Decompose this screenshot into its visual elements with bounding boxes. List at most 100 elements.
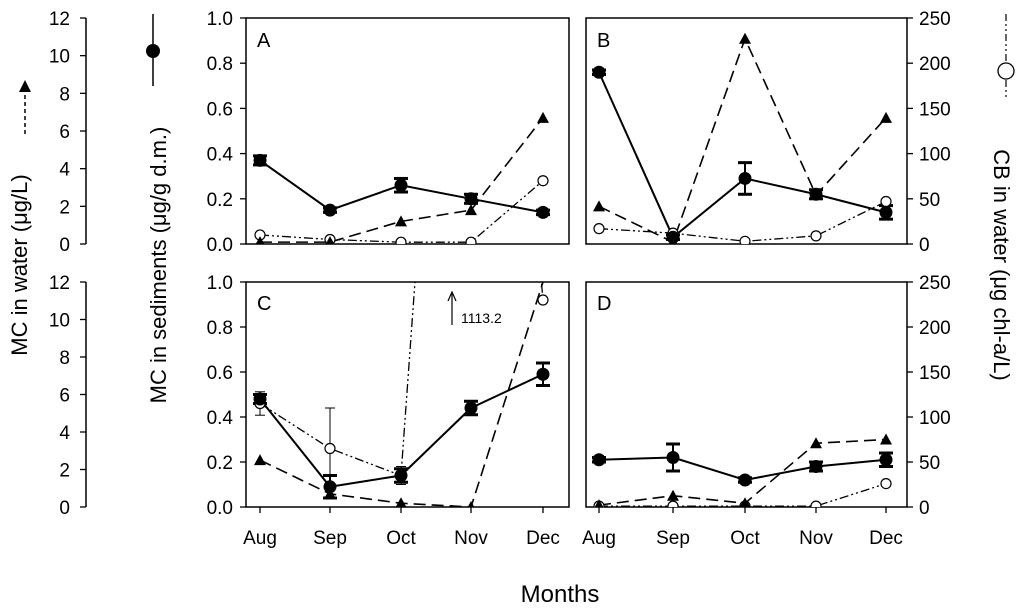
- sediments-point: [536, 367, 550, 381]
- water-point: [594, 499, 604, 507]
- cb-point: [739, 235, 751, 244]
- cb-tick-label: 0: [919, 235, 930, 256]
- cb-tick-label: 100: [919, 408, 951, 429]
- water-tick-label: 6: [59, 386, 70, 407]
- cb-point: [537, 175, 549, 187]
- x-tick-label: Dec: [526, 528, 560, 549]
- x-tick-label: Oct: [730, 528, 760, 549]
- x-tick-label: Sep: [313, 528, 347, 549]
- legend-water-key: [19, 80, 31, 135]
- x-tick-label: Nov: [799, 528, 833, 549]
- sediments-point: [464, 401, 478, 415]
- cb-point: [880, 478, 892, 490]
- sediments-point: [592, 65, 606, 79]
- panel-label-a: A: [257, 30, 271, 52]
- sediments-point: [394, 178, 408, 192]
- sediments-point: [879, 453, 893, 467]
- sediments-tick-label: 0.0: [207, 235, 233, 256]
- water-tick-label: 12: [49, 9, 70, 30]
- cb-series-line: [598, 200, 887, 242]
- sediments-tick-label: 0.4: [207, 408, 234, 429]
- panel-d-series: [592, 433, 893, 507]
- water-tick-label: 10: [49, 311, 70, 332]
- panel-b-series: [592, 32, 893, 244]
- water-point: [467, 501, 475, 507]
- panel-label-c: C: [257, 293, 271, 315]
- water-point: [739, 497, 751, 507]
- x-axis-label: Months: [521, 581, 600, 608]
- sediments-point: [394, 469, 408, 482]
- water-point: [880, 433, 892, 445]
- sediments-tick-label: 0.6: [207, 99, 233, 120]
- sediments-tick-label: 0.6: [207, 363, 233, 384]
- cb-tick-label: 100: [919, 145, 951, 166]
- x-tick-label: Nov: [454, 528, 488, 549]
- water-point: [324, 487, 336, 499]
- x-tick-label: Aug: [582, 528, 616, 549]
- water-point: [537, 111, 549, 123]
- cb-tick-label: 250: [919, 9, 951, 30]
- water-tick-label: 6: [59, 122, 70, 143]
- water-tick-label: 0: [59, 498, 70, 519]
- cb-point: [395, 236, 407, 244]
- x-tick-label: Oct: [386, 528, 416, 549]
- cb-tick-label: 250: [919, 273, 951, 294]
- sediments-point: [809, 460, 823, 473]
- sediments-point: [592, 453, 606, 467]
- water-point: [667, 489, 679, 501]
- legend-water-triangle-icon: [19, 80, 31, 92]
- water-point: [593, 200, 605, 212]
- cb-point: [537, 294, 549, 306]
- water-point: [465, 204, 477, 216]
- panel-c-offscale-annotation: 1113.2: [447, 290, 502, 326]
- sediments-point: [666, 451, 680, 464]
- ticks-layer: 0246810120.00.20.40.60.81.00501001502002…: [49, 9, 951, 549]
- water-point: [810, 437, 822, 449]
- cb-tick-label: 200: [919, 54, 951, 75]
- sediments-tick-label: 0.4: [207, 145, 234, 166]
- sediments-tick-label: 0.0: [207, 498, 233, 519]
- water-point: [255, 236, 265, 244]
- cb-point: [880, 195, 892, 208]
- water-point: [325, 236, 335, 244]
- panel-b-frame: [585, 17, 908, 245]
- panel-d-frame: [585, 281, 908, 508]
- cb-tick-label: 0: [919, 498, 930, 519]
- legend-sediments-key: [146, 14, 160, 86]
- annotation-value: 1113.2: [461, 310, 502, 326]
- water-point: [395, 497, 407, 507]
- cb-point: [667, 500, 679, 507]
- sediments-point: [464, 192, 478, 206]
- water-tick-label: 4: [59, 423, 70, 444]
- sediments-tick-label: 0.2: [207, 453, 233, 474]
- panel-c-frame: [245, 281, 570, 508]
- sediments-point: [809, 187, 823, 201]
- water-tick-label: 8: [59, 348, 70, 369]
- cb-tick-label: 50: [919, 190, 940, 211]
- sediments-tick-label: 0.8: [207, 54, 233, 75]
- cb-tick-label: 50: [919, 453, 940, 474]
- water-tick-label: 12: [49, 273, 70, 294]
- sediments-point: [738, 473, 752, 487]
- cb-tick-label: 200: [919, 318, 951, 339]
- sediments-series-line: [598, 71, 887, 239]
- legend-sediments-circle-icon: [146, 44, 160, 58]
- panel-label-d: D: [597, 293, 611, 315]
- panel-c-series: [253, 282, 550, 507]
- water-series-line: [598, 36, 887, 244]
- sediments-point: [536, 205, 550, 219]
- cb-tick-label: 150: [919, 363, 951, 384]
- legend-cb-circle-icon: [997, 62, 1015, 80]
- panel-a-frame: [245, 17, 570, 245]
- x-tick-label: Aug: [243, 528, 277, 549]
- sediments-tick-label: 1.0: [207, 9, 233, 30]
- water-tick-label: 4: [59, 160, 70, 181]
- x-tick-label: Dec: [869, 528, 903, 549]
- cb-axis-label: CB in water (μg chl-a/L): [989, 149, 1014, 381]
- panel-label-b: B: [597, 30, 610, 52]
- cb-point: [324, 442, 336, 455]
- water-point: [254, 454, 266, 466]
- cb-tick-label: 150: [919, 99, 951, 120]
- cb-point: [593, 223, 605, 235]
